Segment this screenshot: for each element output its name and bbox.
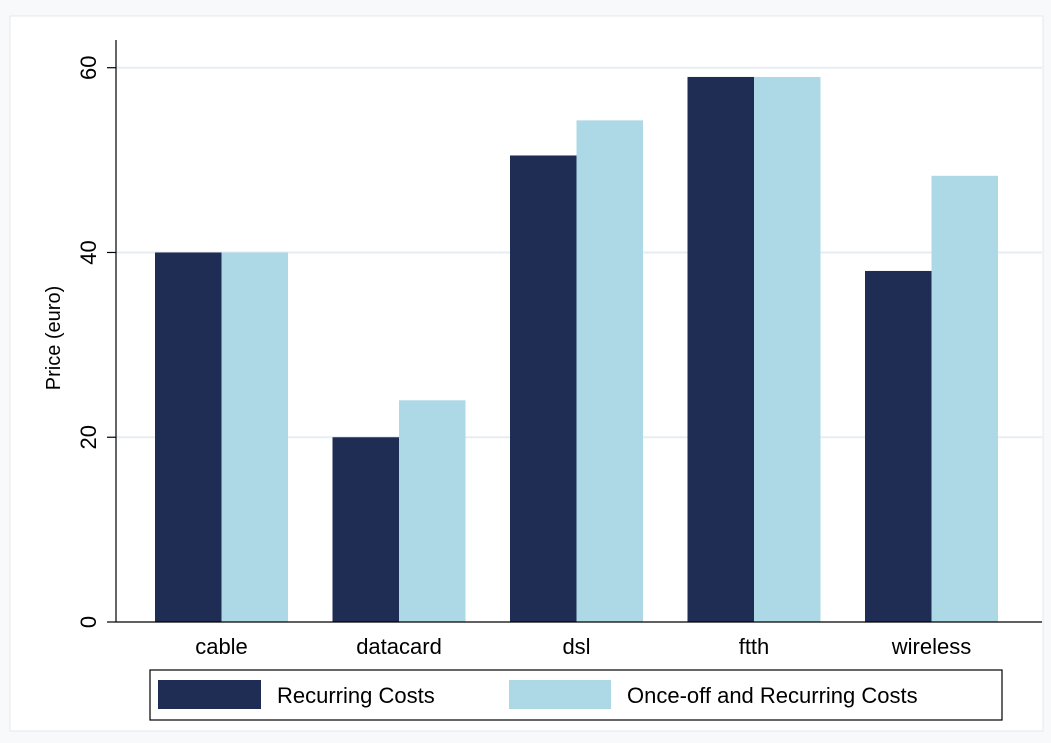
legend-box <box>149 669 1003 721</box>
bar-ftth-once-off-and-recurring <box>754 76 821 622</box>
x-category-label: datacard <box>356 634 442 659</box>
legend-swatch-recurring <box>158 680 261 709</box>
legend-label-recurring: Recurring Costs <box>277 683 435 708</box>
bar-cable-once-off-and-recurring <box>221 252 288 622</box>
legend: Recurring Costs Once-off and Recurring C… <box>149 669 1003 721</box>
y-tick-label: 60 <box>76 55 101 79</box>
x-category-label: ftth <box>739 634 770 659</box>
bar-wireless-recurring <box>865 270 932 622</box>
bar-dsl-recurring <box>510 155 577 622</box>
y-tick-label: 40 <box>76 240 101 264</box>
bars <box>155 76 998 623</box>
x-category-label: dsl <box>562 634 590 659</box>
legend-label-once-off-and-recurring: Once-off and Recurring Costs <box>627 683 918 708</box>
x-category-label: wireless <box>891 634 971 659</box>
legend-swatch-once-off-and-recurring <box>509 680 611 709</box>
x-axis-categories: cable datacard dsl ftth wireless <box>195 634 971 659</box>
x-category-label: cable <box>195 634 248 659</box>
bar-dsl-once-off-and-recurring <box>576 120 643 622</box>
y-axis-ticks: 0 20 40 60 <box>76 55 116 628</box>
y-axis-title: Price (euro) <box>43 286 65 390</box>
bar-datacard-recurring <box>332 437 399 622</box>
y-tick-label: 20 <box>76 425 101 449</box>
y-tick-label: 0 <box>76 616 101 628</box>
bar-cable-recurring <box>155 252 222 622</box>
bar-wireless-once-off-and-recurring <box>931 175 998 623</box>
bar-datacard-once-off-and-recurring <box>399 400 466 622</box>
bar-ftth-recurring <box>687 76 754 622</box>
